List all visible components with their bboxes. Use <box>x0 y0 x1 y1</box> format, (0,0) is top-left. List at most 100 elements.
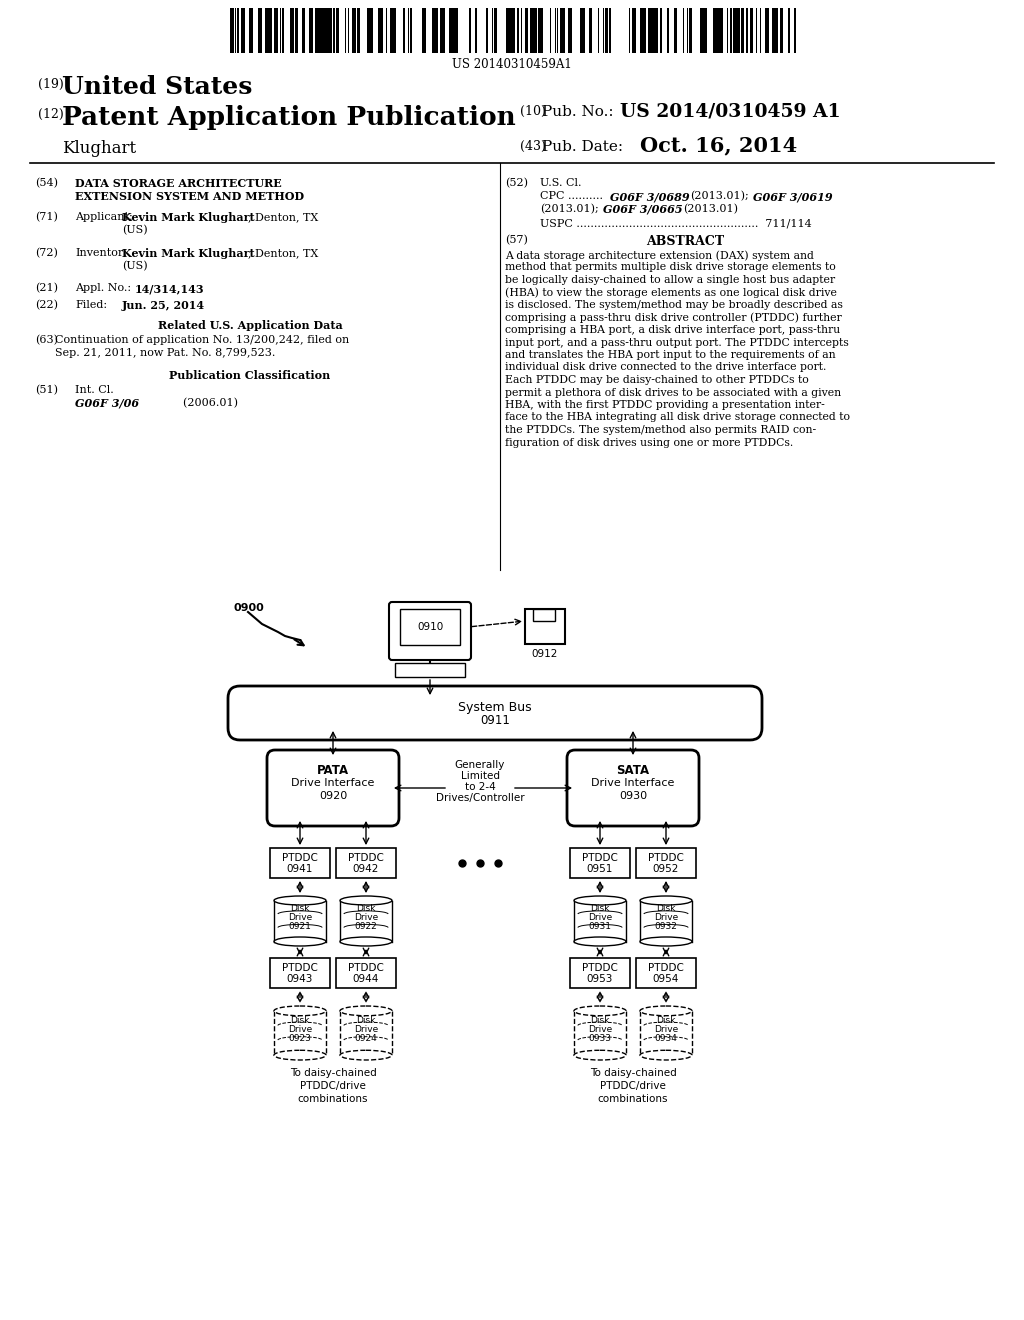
Text: method that permits multiple disk drive storage elements to: method that permits multiple disk drive … <box>505 263 836 272</box>
Text: PTDDC: PTDDC <box>582 964 617 973</box>
Text: (2006.01): (2006.01) <box>148 399 238 408</box>
Bar <box>649 8 652 53</box>
Bar <box>765 8 769 53</box>
Text: G06F 3/0665: G06F 3/0665 <box>603 205 683 215</box>
Bar <box>392 8 396 53</box>
Bar <box>508 8 512 53</box>
Text: US 2014/0310459 A1: US 2014/0310459 A1 <box>620 102 841 120</box>
Ellipse shape <box>640 896 692 906</box>
Text: Drive: Drive <box>654 913 678 923</box>
Text: Drive: Drive <box>288 913 312 923</box>
Bar <box>381 8 383 53</box>
Bar <box>336 847 396 878</box>
Text: PTDDC: PTDDC <box>282 853 317 863</box>
Bar <box>750 8 753 53</box>
Text: (22): (22) <box>35 300 58 310</box>
Text: figuration of disk drives using one or more PTDDCs.: figuration of disk drives using one or m… <box>505 437 794 447</box>
Bar <box>746 8 748 53</box>
Text: , Denton, TX: , Denton, TX <box>248 248 318 257</box>
Text: 0934: 0934 <box>654 1034 678 1043</box>
Text: Sep. 21, 2011, now Pat. No. 8,799,523.: Sep. 21, 2011, now Pat. No. 8,799,523. <box>55 348 275 358</box>
Text: be logically daisy-chained to allow a single host bus adapter: be logically daisy-chained to allow a si… <box>505 275 836 285</box>
Bar <box>367 8 369 53</box>
Text: Continuation of application No. 13/200,242, filed on: Continuation of application No. 13/200,2… <box>55 335 349 345</box>
Bar <box>569 8 572 53</box>
Bar <box>268 8 272 53</box>
Text: Appl. No.:: Appl. No.: <box>75 282 131 293</box>
Text: (52): (52) <box>505 178 528 189</box>
Text: (57): (57) <box>505 235 528 246</box>
Text: Drive: Drive <box>288 1024 312 1034</box>
Bar <box>336 958 396 987</box>
Text: To daisy-chained: To daisy-chained <box>590 1068 677 1078</box>
Text: , Denton, TX: , Denton, TX <box>248 213 318 222</box>
Ellipse shape <box>574 896 626 906</box>
Text: (21): (21) <box>35 282 58 293</box>
Bar <box>315 8 318 53</box>
Text: PATA: PATA <box>317 763 349 776</box>
Bar <box>486 8 488 53</box>
Text: A data storage architecture extension (DAX) system and: A data storage architecture extension (D… <box>505 249 814 260</box>
Bar <box>717 8 719 53</box>
Bar <box>652 8 654 53</box>
Text: 0953: 0953 <box>587 974 613 983</box>
Bar <box>318 8 319 53</box>
Text: Disk: Disk <box>656 904 676 913</box>
FancyBboxPatch shape <box>567 750 699 826</box>
Bar <box>644 8 646 53</box>
Ellipse shape <box>640 1051 692 1060</box>
Text: 0952: 0952 <box>653 865 679 874</box>
Bar <box>632 8 635 53</box>
Bar <box>703 8 707 53</box>
Text: (US): (US) <box>122 261 147 272</box>
Text: 0932: 0932 <box>654 923 678 932</box>
Text: is disclosed. The system/method may be broadly described as: is disclosed. The system/method may be b… <box>505 300 843 310</box>
Bar <box>654 8 656 53</box>
Text: Drive Interface: Drive Interface <box>291 777 375 788</box>
Bar <box>230 8 234 53</box>
Bar <box>422 8 426 53</box>
Text: Drive Interface: Drive Interface <box>591 777 675 788</box>
Bar <box>562 8 565 53</box>
Text: to 2-4: to 2-4 <box>465 781 496 792</box>
FancyBboxPatch shape <box>267 750 399 826</box>
Text: Kevin Mark Klughart: Kevin Mark Klughart <box>122 213 255 223</box>
Text: 0924: 0924 <box>354 1034 378 1043</box>
Bar <box>609 8 611 53</box>
Text: Disk: Disk <box>291 1016 309 1024</box>
Bar <box>776 8 778 53</box>
Text: G06F 3/0689: G06F 3/0689 <box>610 191 689 202</box>
Bar <box>640 1011 692 1055</box>
Text: Disk: Disk <box>656 1016 676 1024</box>
Bar <box>274 1011 326 1055</box>
Bar <box>295 8 298 53</box>
Bar <box>690 8 692 53</box>
Text: 0931: 0931 <box>589 923 611 932</box>
Bar <box>773 8 776 53</box>
Bar <box>574 1011 626 1055</box>
Text: SATA: SATA <box>616 763 649 776</box>
Bar <box>469 8 471 53</box>
Ellipse shape <box>340 937 392 946</box>
Ellipse shape <box>640 937 692 946</box>
Text: Inventor:: Inventor: <box>75 248 127 257</box>
Bar <box>583 8 585 53</box>
Text: (2013.01): (2013.01) <box>683 205 738 214</box>
Text: System Bus: System Bus <box>458 701 531 714</box>
Text: 14/314,143: 14/314,143 <box>135 282 205 294</box>
Ellipse shape <box>640 1006 692 1015</box>
Text: 0943: 0943 <box>287 974 313 983</box>
Ellipse shape <box>340 1006 392 1015</box>
Text: G06F 3/06: G06F 3/06 <box>75 399 139 409</box>
Bar <box>282 8 284 53</box>
Text: Drive: Drive <box>354 913 378 923</box>
Text: comprising a HBA port, a disk drive interface port, pass-thru: comprising a HBA port, a disk drive inte… <box>505 325 841 335</box>
Text: Disk: Disk <box>291 904 309 913</box>
Text: individual disk drive connected to the drive interface port.: individual disk drive connected to the d… <box>505 363 826 372</box>
Bar <box>319 8 323 53</box>
Bar <box>454 8 456 53</box>
Text: 0922: 0922 <box>354 923 378 932</box>
Bar <box>333 8 335 53</box>
Text: Disk: Disk <box>356 904 376 913</box>
Text: (51): (51) <box>35 385 58 395</box>
